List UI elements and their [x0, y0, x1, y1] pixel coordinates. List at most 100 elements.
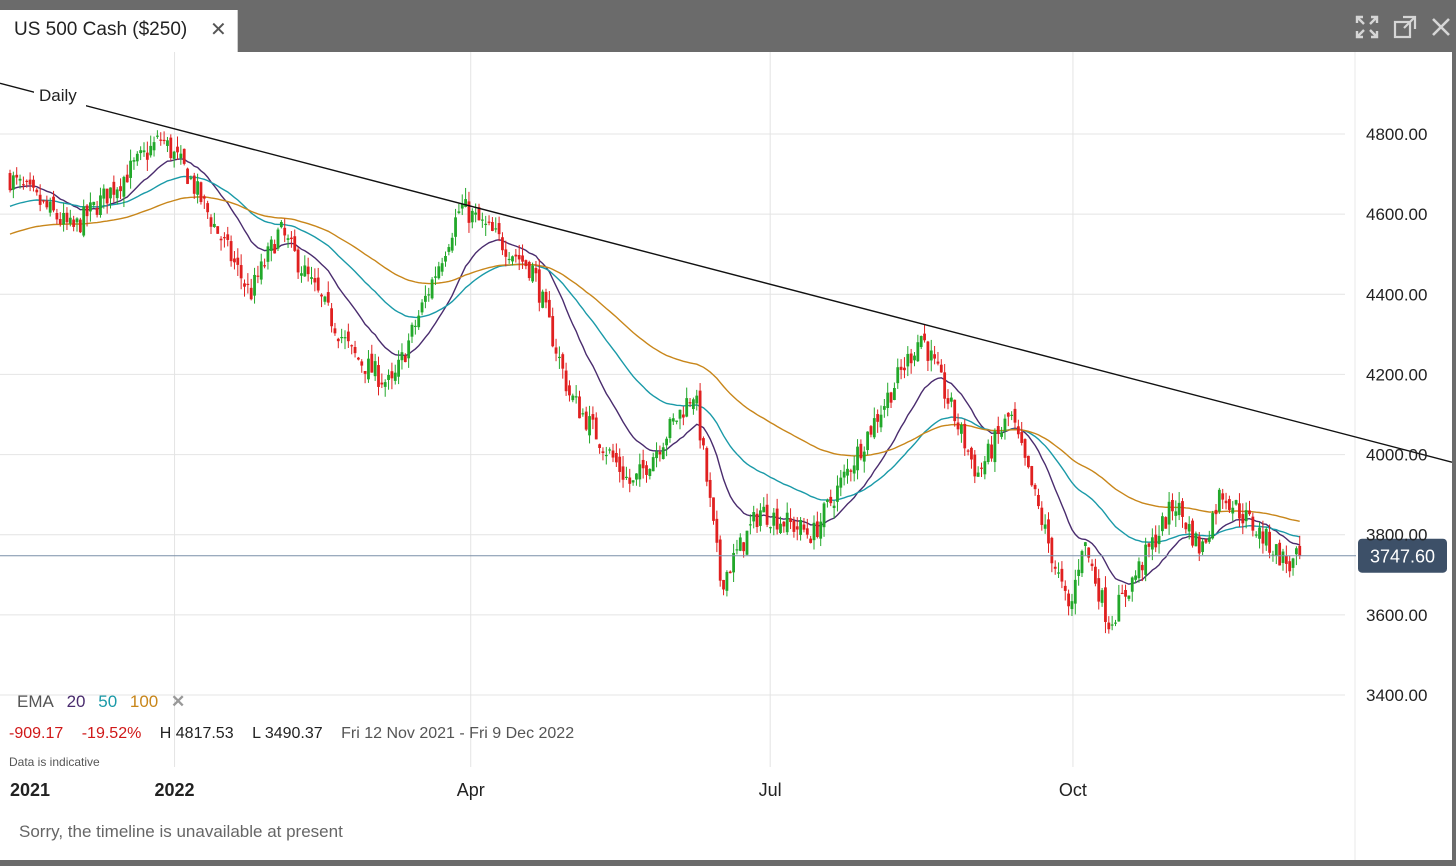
candle: [953, 399, 957, 427]
candle: [963, 419, 967, 456]
candle-body: [249, 287, 253, 300]
candle-body: [1083, 542, 1087, 546]
candle: [115, 187, 119, 205]
ema-20-label[interactable]: 20: [66, 692, 86, 711]
candle: [1067, 589, 1070, 616]
candle: [514, 248, 518, 263]
popout-icon[interactable]: [1392, 14, 1418, 40]
candle-body: [1241, 514, 1245, 524]
candle-body: [1251, 516, 1255, 531]
candle: [397, 350, 400, 385]
candle-body: [614, 452, 618, 463]
candle: [929, 339, 933, 372]
candle: [718, 535, 722, 587]
candle-body: [949, 397, 953, 402]
candle: [795, 517, 799, 541]
candle: [745, 530, 749, 556]
candle: [1284, 545, 1288, 574]
candle-body: [219, 238, 223, 241]
candle-body: [350, 345, 354, 347]
timeline-message: Sorry, the timeline is unavailable at pr…: [19, 822, 343, 841]
candle-body: [1224, 500, 1228, 504]
candle: [1104, 576, 1107, 634]
candle-body: [1077, 569, 1081, 576]
candle-body: [125, 174, 129, 183]
candle: [829, 489, 833, 507]
candle: [1278, 539, 1282, 566]
candle: [223, 232, 226, 248]
candle: [839, 469, 843, 497]
candle: [1033, 483, 1037, 496]
candle-body: [62, 212, 65, 225]
candle-body: [357, 357, 360, 360]
candle-body: [1207, 537, 1211, 542]
candle: [62, 203, 65, 232]
indicative-note: Data is indicative: [9, 755, 100, 769]
candle: [1184, 522, 1188, 534]
candle: [842, 464, 846, 486]
ema-remove-icon[interactable]: ✕: [171, 692, 186, 711]
candle-body: [1090, 563, 1094, 567]
candle: [363, 370, 367, 384]
candle: [1006, 412, 1010, 427]
candle: [1258, 522, 1261, 549]
candle: [571, 393, 575, 403]
candle-body: [899, 366, 903, 370]
chart-tab[interactable]: US 500 Cash ($250) ✕: [0, 10, 238, 52]
candle: [1194, 531, 1198, 547]
candle-body: [380, 382, 384, 385]
candle-body: [1006, 412, 1010, 417]
candle: [263, 258, 266, 269]
candle-body: [1037, 494, 1040, 507]
candle-body: [323, 296, 327, 302]
candle: [976, 466, 980, 477]
candle-body: [728, 571, 732, 574]
candle-body: [82, 206, 86, 236]
candle-body: [233, 258, 236, 263]
candle-body: [1274, 544, 1278, 556]
close-icon[interactable]: [1428, 14, 1454, 40]
candle: [340, 328, 344, 344]
candle: [544, 288, 548, 309]
candle-body: [129, 160, 132, 178]
tab-close-icon[interactable]: ✕: [210, 19, 227, 41]
candle: [156, 130, 159, 139]
candle-body: [618, 456, 622, 472]
candle-body: [326, 292, 330, 303]
candle: [939, 359, 943, 373]
candle: [68, 209, 72, 227]
candle-body: [484, 223, 488, 225]
candle: [1191, 518, 1194, 548]
candle: [199, 181, 203, 205]
candle-body: [390, 371, 394, 379]
candle: [360, 359, 364, 373]
candle-body: [678, 409, 682, 419]
candle-body: [725, 571, 729, 591]
candle: [658, 445, 662, 462]
candle: [715, 510, 719, 553]
candle-body: [805, 528, 809, 535]
candle-body: [785, 512, 789, 533]
ema-100-label[interactable]: 100: [129, 692, 159, 711]
price-chart[interactable]: Daily 3747.60 3400.00 3600.00 3800.00 4000.0…: [0, 52, 1453, 860]
candle: [430, 277, 434, 300]
candle: [477, 203, 481, 221]
candle: [1094, 558, 1097, 587]
candle-body: [159, 139, 163, 141]
candle-body: [68, 217, 72, 224]
candle-body: [1013, 408, 1017, 423]
ema-50-label[interactable]: 50: [98, 692, 118, 711]
candle: [15, 167, 19, 185]
candle-body: [427, 294, 431, 296]
candle: [162, 131, 166, 145]
candle-body: [132, 160, 136, 162]
candle-body: [417, 315, 421, 328]
candle-body: [1154, 534, 1158, 548]
candle-body: [668, 418, 672, 439]
candle-body: [832, 505, 836, 509]
candle-body: [1040, 507, 1044, 525]
candle: [417, 310, 421, 330]
candle: [708, 472, 712, 507]
expand-icon[interactable]: [1354, 14, 1380, 40]
candle: [1110, 615, 1114, 631]
